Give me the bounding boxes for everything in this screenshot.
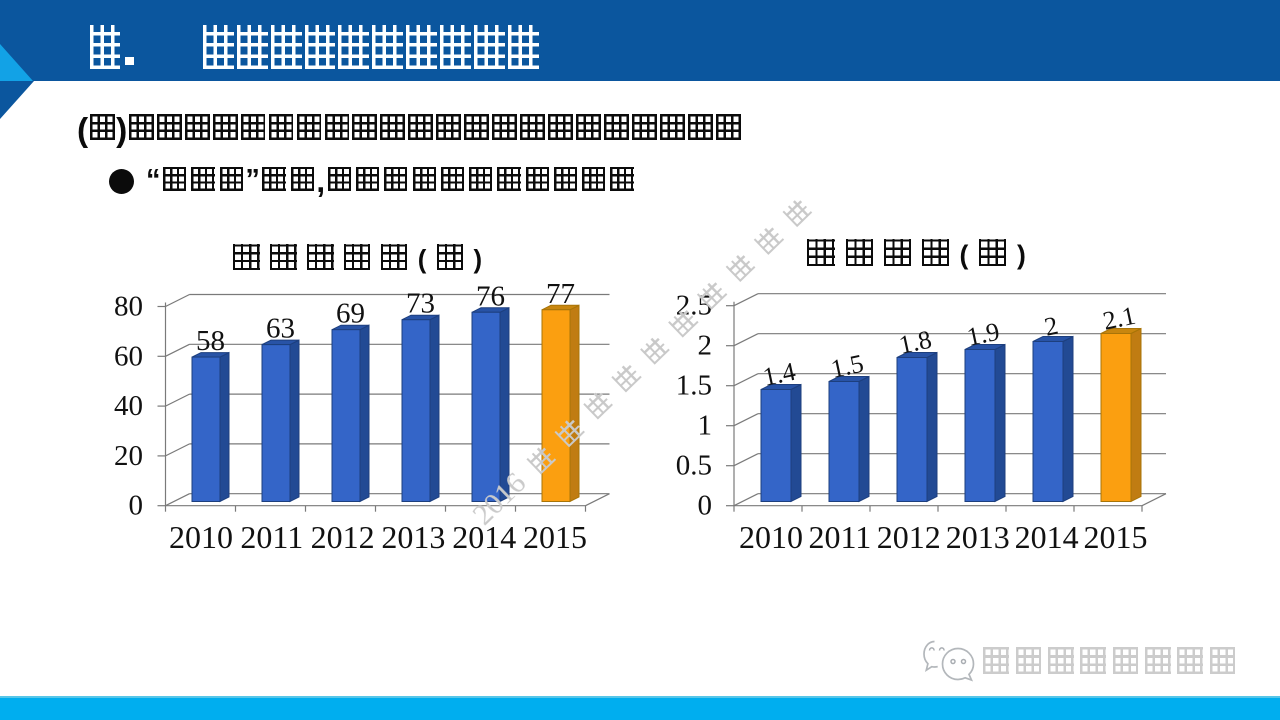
svg-text:1.5: 1.5 xyxy=(676,370,712,402)
svg-text:2011: 2011 xyxy=(240,519,303,555)
svg-text:1.5: 1.5 xyxy=(828,349,866,384)
svg-text:1.9: 1.9 xyxy=(964,317,1002,352)
svg-text:0: 0 xyxy=(129,490,144,522)
svg-text:2.1: 2.1 xyxy=(1100,301,1138,336)
svg-text:2: 2 xyxy=(1042,311,1061,342)
svg-text:58: 58 xyxy=(196,325,225,357)
svg-text:1: 1 xyxy=(698,410,713,442)
svg-text:60: 60 xyxy=(114,340,143,372)
svg-text:76: 76 xyxy=(476,280,505,312)
svg-text:73: 73 xyxy=(406,288,435,320)
svg-text:2: 2 xyxy=(698,330,713,362)
svg-text:1.4: 1.4 xyxy=(760,357,798,392)
svg-text:2012: 2012 xyxy=(311,519,375,555)
svg-text:0: 0 xyxy=(698,490,713,522)
svg-text:80: 80 xyxy=(114,291,143,323)
svg-text:69: 69 xyxy=(336,298,365,330)
svg-text:2010: 2010 xyxy=(739,519,803,555)
svg-text:2010: 2010 xyxy=(169,519,233,555)
svg-text:1.8: 1.8 xyxy=(896,325,934,360)
svg-text:2011: 2011 xyxy=(808,519,871,555)
svg-text:2014: 2014 xyxy=(1015,519,1079,555)
svg-text:2015: 2015 xyxy=(1084,519,1148,555)
svg-text:0.5: 0.5 xyxy=(676,450,712,482)
svg-text:2015: 2015 xyxy=(523,519,587,555)
svg-text:63: 63 xyxy=(266,313,295,345)
svg-text:2013: 2013 xyxy=(946,519,1010,555)
svg-text:20: 20 xyxy=(114,440,143,472)
svg-text:2014: 2014 xyxy=(452,519,516,555)
svg-text:77: 77 xyxy=(546,278,575,310)
svg-text:40: 40 xyxy=(114,390,143,422)
svg-text:2013: 2013 xyxy=(381,519,445,555)
svg-text:2012: 2012 xyxy=(877,519,941,555)
